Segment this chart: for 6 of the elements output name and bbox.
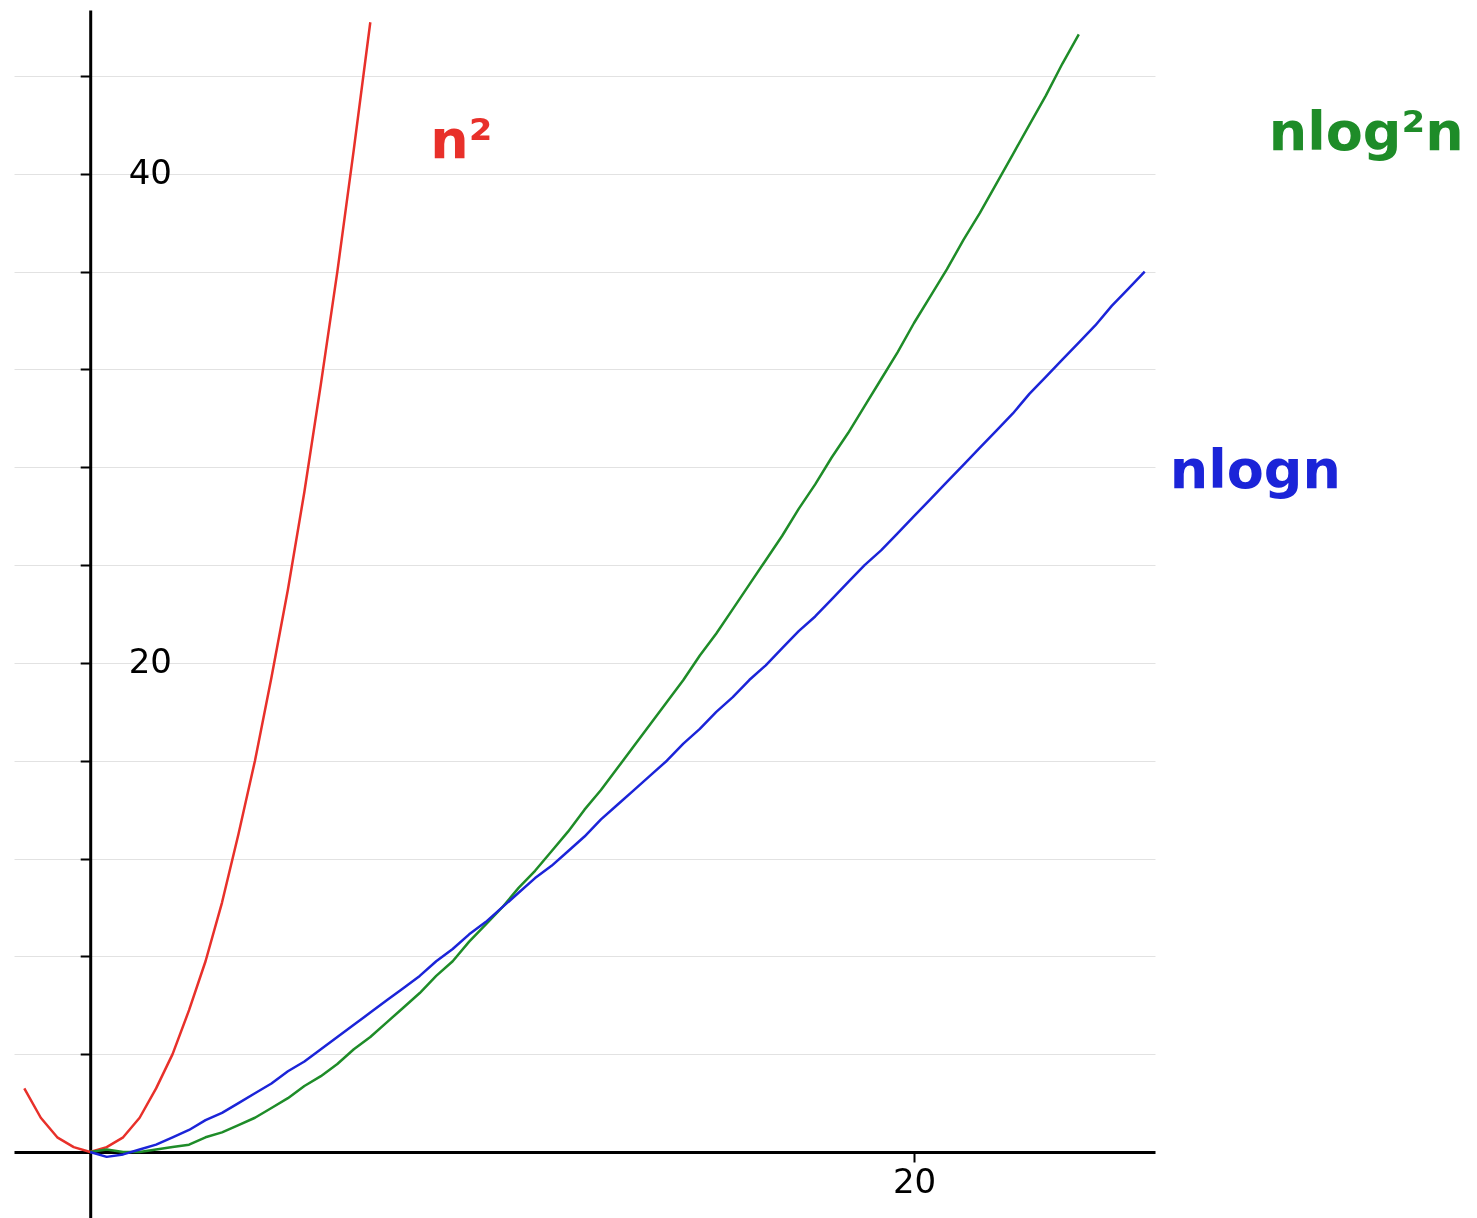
text: nlogn (1169, 437, 1341, 501)
line-series (23, 20, 372, 1154)
text: nlog²n (1268, 100, 1464, 164)
line-series (88, 270, 1146, 1159)
y-tick-label: 40 (128, 152, 172, 193)
series-label: n² (430, 108, 493, 172)
